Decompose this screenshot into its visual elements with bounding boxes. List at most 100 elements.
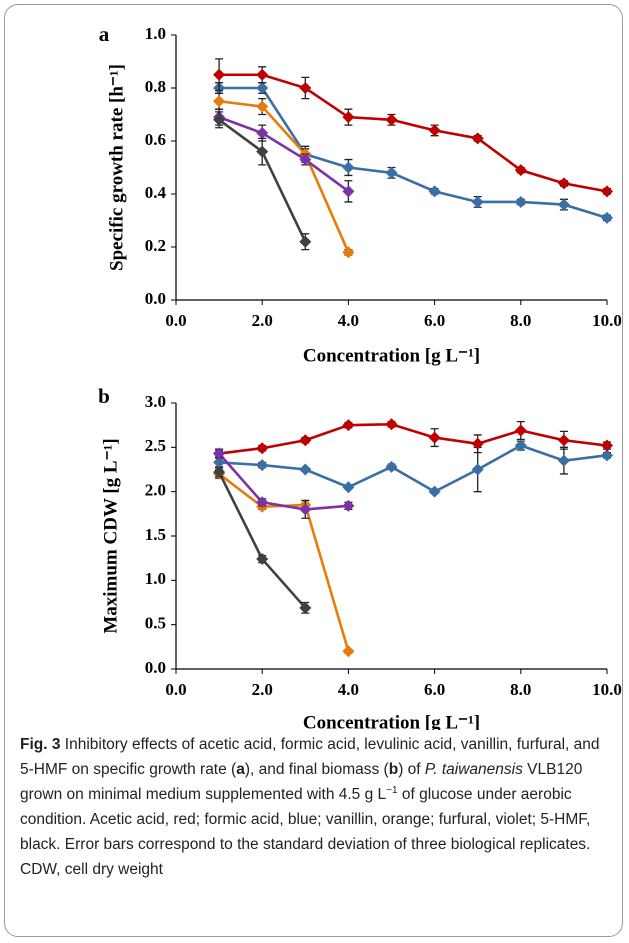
marker [514, 439, 527, 452]
figure-caption: Fig. 3 Inhibitory effects of acetic acid… [20, 732, 616, 882]
caption-text: Inhibitory effects of acetic acid, formi… [20, 736, 600, 778]
x-tick-label: 4.0 [338, 311, 359, 330]
series-line [218, 452, 349, 511]
caption-text: of glucose under aerobic condition. Acet… [20, 786, 591, 878]
marker [256, 496, 269, 509]
marker [342, 419, 355, 432]
marker [256, 100, 269, 113]
marker [601, 211, 613, 224]
marker [256, 68, 269, 81]
marker [557, 434, 570, 447]
marker [213, 466, 226, 479]
x-tick-label: 2.0 [252, 311, 273, 330]
x-axis-title: Concentration [g L⁻¹] [303, 712, 480, 730]
x-tick-label: 2.0 [252, 680, 273, 699]
x-tick-label: 10.0 [592, 311, 622, 330]
marker [342, 481, 355, 494]
figure-label: Fig. 3 [20, 736, 61, 753]
marker [299, 235, 312, 248]
marker [256, 145, 269, 158]
marker [299, 463, 312, 476]
y-axis-title: Maximum CDW [g L⁻¹] [100, 438, 121, 633]
marker [601, 439, 613, 452]
marker [428, 124, 441, 137]
marker [213, 68, 226, 81]
marker [601, 185, 613, 198]
x-tick-label: 6.0 [424, 680, 445, 699]
marker [471, 437, 484, 450]
x-tick-label: 4.0 [338, 680, 359, 699]
marker [514, 164, 527, 177]
y-tick-label: 0.8 [145, 77, 166, 96]
marker [256, 127, 269, 140]
marker [299, 434, 312, 447]
marker [256, 459, 269, 472]
y-tick-label: 1.0 [145, 569, 166, 588]
marker [299, 503, 312, 516]
y-tick-label: 3.0 [145, 392, 166, 411]
series-line [218, 115, 350, 193]
marker [256, 82, 269, 94]
marker [385, 166, 398, 179]
x-tick-label: 0.0 [165, 680, 186, 699]
caption-text: −1 [386, 784, 398, 796]
series-line [218, 472, 350, 652]
marker [471, 132, 484, 145]
marker [514, 424, 527, 437]
marker [557, 198, 570, 211]
x-tick-label: 6.0 [424, 311, 445, 330]
caption-text: a [236, 761, 245, 778]
y-tick-label: 0.4 [145, 183, 167, 202]
x-tick-label: 8.0 [510, 311, 531, 330]
marker [342, 161, 355, 174]
y-tick-label: 2.5 [145, 436, 166, 455]
marker [342, 645, 355, 658]
series-line [218, 422, 608, 455]
marker [342, 111, 355, 124]
marker [385, 418, 398, 431]
marker [342, 499, 355, 512]
caption-text: VLB120 grown on minimal medium supplemen… [20, 761, 583, 803]
marker [514, 195, 527, 208]
marker [471, 463, 484, 476]
marker [428, 485, 441, 498]
marker [471, 195, 484, 208]
marker [385, 113, 398, 126]
marker [213, 95, 226, 108]
x-axis-title: Concentration [g L⁻¹] [303, 345, 480, 366]
y-tick-label: 0.0 [145, 289, 166, 308]
panel-label: a [99, 22, 110, 46]
series-line [217, 471, 307, 609]
x-tick-label: 8.0 [510, 680, 531, 699]
marker [428, 431, 441, 444]
y-tick-label: 0.2 [145, 236, 166, 255]
marker [213, 113, 226, 126]
y-tick-label: 1.5 [145, 525, 166, 544]
series-line [218, 99, 350, 253]
x-tick-label: 0.0 [165, 311, 186, 330]
marker [256, 442, 269, 455]
marker [428, 185, 441, 198]
y-tick-label: 0.0 [145, 658, 166, 677]
marker [557, 454, 570, 467]
series-line [219, 73, 608, 193]
marker [557, 177, 570, 190]
y-tick-label: 0.6 [145, 130, 166, 149]
series-line [219, 444, 608, 494]
caption-text: b [388, 761, 399, 778]
marker [299, 82, 312, 94]
caption-text: ), and final biomass ( [244, 761, 389, 778]
y-axis-title: Specific growth rate [h⁻¹] [106, 64, 127, 271]
marker [299, 153, 312, 166]
y-tick-label: 1.0 [145, 24, 166, 43]
caption-text: ) of [398, 761, 425, 778]
marker [299, 601, 312, 614]
caption-text: P. taiwanensis [424, 761, 523, 778]
marker [213, 456, 226, 469]
x-tick-label: 10.0 [592, 680, 622, 699]
y-tick-label: 0.5 [145, 614, 166, 633]
marker [342, 185, 355, 198]
marker [213, 447, 226, 460]
marker [342, 246, 355, 259]
figure-frame [4, 4, 623, 937]
